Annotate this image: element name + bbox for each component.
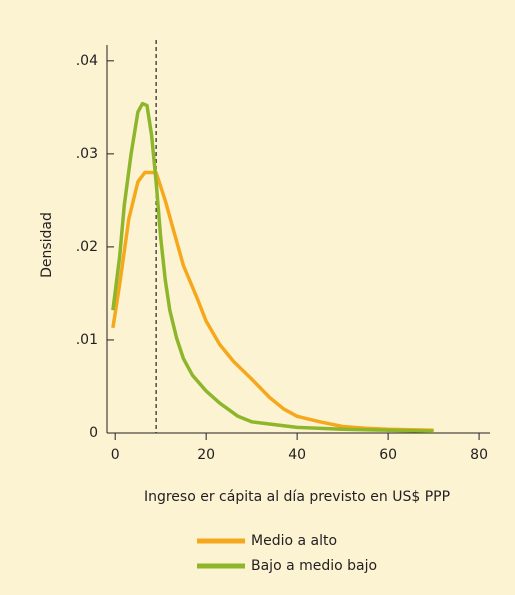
legend-label: Bajo a medio bajo (251, 558, 377, 574)
x-tick-label: 60 (379, 447, 397, 463)
y-axis-label: Densidad (39, 212, 55, 278)
line-series (111, 101, 434, 433)
x-tick-label: 20 (197, 447, 215, 463)
y-tick-label: .03 (76, 146, 98, 162)
line-series (111, 170, 434, 432)
x-tick-label: 80 (470, 447, 488, 463)
y-tick-label: 0 (89, 425, 98, 441)
legend-label: Medio a alto (251, 533, 337, 549)
x-tick-label: 0 (111, 447, 120, 463)
x-axis-label: Ingreso er cápita al día previsto en US$… (144, 489, 450, 505)
y-tick-label: .02 (76, 239, 98, 255)
y-tick-label: .04 (76, 53, 98, 69)
x-tick-label: 40 (288, 447, 306, 463)
y-tick-label: .01 (76, 332, 98, 348)
